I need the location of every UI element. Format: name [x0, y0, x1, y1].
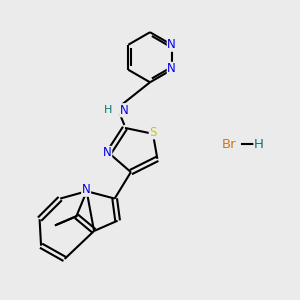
Text: N: N — [103, 146, 112, 159]
Text: S: S — [149, 126, 157, 139]
Text: Br: Br — [222, 138, 237, 151]
Text: N: N — [167, 62, 176, 75]
Text: N: N — [82, 183, 91, 196]
Text: N: N — [120, 104, 128, 117]
Text: H: H — [104, 105, 112, 115]
Text: H: H — [254, 138, 264, 151]
Text: N: N — [167, 38, 176, 51]
